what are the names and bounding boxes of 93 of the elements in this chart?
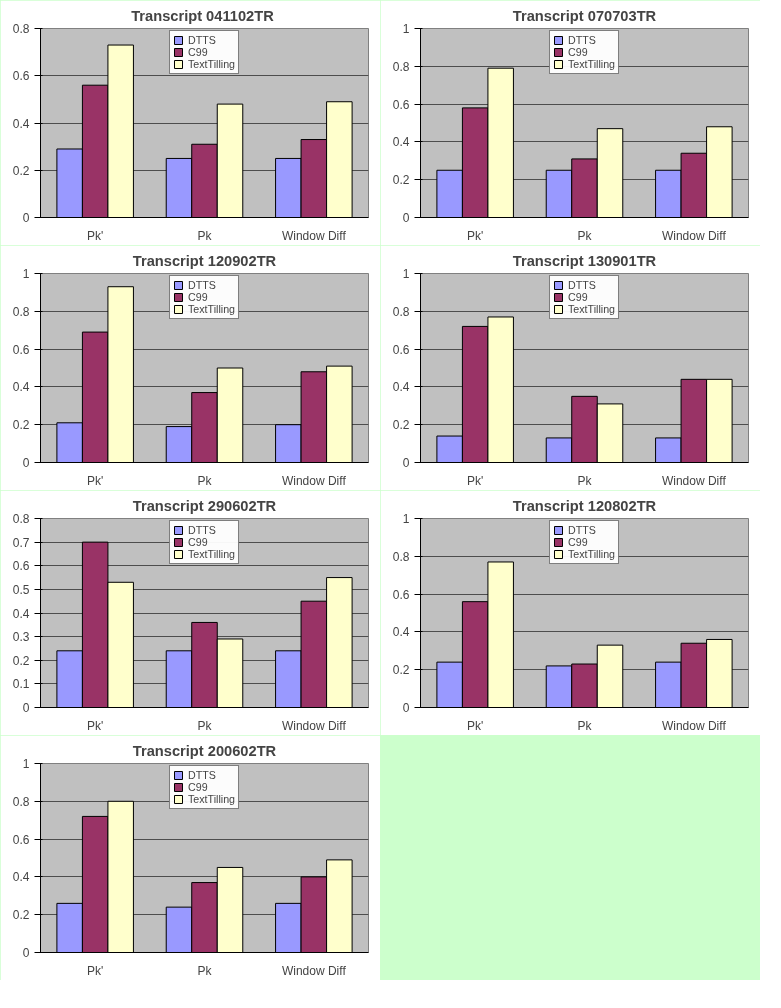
y-tick-label: 0.8 (12, 304, 30, 319)
x-tick-label: Pk (577, 228, 593, 243)
y-tick-label: 0 (402, 211, 410, 225)
y-tick-label: 0.6 (12, 832, 30, 847)
y-tick-label: 0 (22, 211, 30, 225)
y-tick-label: 0.2 (12, 418, 30, 433)
legend-label: DTTS (188, 524, 216, 536)
legend-label: TextTilling (568, 303, 615, 315)
y-tick-label: 0.2 (12, 653, 30, 668)
y-tick-label: 1 (402, 22, 410, 36)
x-tick-label: Pk' (87, 473, 104, 488)
legend-label: DTTS (188, 34, 216, 46)
x-tick-label: Window Diff (281, 718, 347, 733)
y-tick-label: 0.7 (12, 535, 30, 550)
legend-label: TextTilling (568, 58, 615, 70)
y-tick-label: 0.4 (12, 606, 30, 621)
legend-label: TextTilling (188, 548, 235, 560)
y-tick-label: 0 (22, 456, 30, 470)
y-tick-label: 0.2 (12, 908, 30, 923)
y-tick-label: 0.8 (12, 794, 30, 809)
x-tick-label: Pk' (87, 718, 104, 733)
x-tick-label: Window Diff (281, 473, 347, 488)
chart-title: Transcript 200602TR (132, 742, 277, 759)
x-tick-label: Pk' (467, 473, 484, 488)
x-tick-label: Window Diff (281, 963, 347, 978)
legend-label: DTTS (188, 769, 216, 781)
y-tick-label: 0.6 (12, 342, 30, 357)
y-tick-label: 0.1 (12, 677, 30, 692)
y-tick-label: 0.6 (12, 559, 30, 574)
x-tick-label: Window Diff (661, 473, 727, 488)
y-tick-label: 0.6 (12, 69, 30, 84)
legend-label: C99 (188, 781, 209, 793)
x-tick-label: Pk' (87, 963, 104, 978)
legend-label: C99 (188, 536, 209, 548)
x-tick-label: Pk (197, 718, 213, 733)
legend-label: C99 (568, 536, 589, 548)
legend-label: DTTS (568, 279, 596, 291)
x-tick-label: Pk (197, 228, 213, 243)
x-tick-label: Pk (197, 473, 213, 488)
y-tick-label: 0.8 (12, 512, 30, 526)
y-tick-label: 1 (402, 512, 410, 526)
y-tick-label: 0.8 (12, 22, 30, 36)
y-tick-label: 0.8 (392, 304, 410, 319)
y-tick-label: 0.4 (392, 135, 410, 150)
chart-title: Transcript 120902TR (132, 252, 277, 269)
legend-label: DTTS (568, 34, 596, 46)
legend-label: TextTilling (568, 548, 615, 560)
y-tick-label: 1 (402, 267, 410, 281)
x-tick-label: Pk' (87, 228, 104, 243)
y-tick-label: 0.4 (12, 380, 30, 395)
legend-label: DTTS (568, 524, 596, 536)
y-tick-label: 0.5 (12, 582, 30, 597)
y-tick-label: 0.2 (392, 173, 410, 188)
y-tick-label: 0.8 (392, 59, 410, 74)
x-tick-label: Pk (577, 718, 593, 733)
y-tick-label: 0.4 (392, 380, 410, 395)
y-tick-label: 0.2 (392, 418, 410, 433)
chart-title: Transcript 041102TR (131, 7, 275, 24)
x-tick-label: Pk' (467, 228, 484, 243)
y-tick-label: 0.2 (392, 663, 410, 678)
y-tick-label: 0 (22, 946, 30, 960)
x-tick-label: Window Diff (661, 228, 727, 243)
chart-title: Transcript 290602TR (132, 497, 277, 514)
legend-label: TextTilling (188, 303, 235, 315)
y-tick-label: 0 (402, 701, 410, 715)
y-tick-label: 1 (22, 267, 30, 281)
y-tick-label: 0.4 (12, 116, 30, 131)
chart-title: Transcript 120802TR (512, 497, 657, 514)
y-tick-label: 0 (402, 456, 410, 470)
y-tick-label: 0.6 (392, 342, 410, 357)
legend-label: C99 (568, 46, 589, 58)
y-tick-label: 0.6 (392, 97, 410, 112)
legend-label: TextTilling (188, 793, 235, 805)
x-tick-label: Pk (577, 473, 593, 488)
y-tick-label: 0.6 (392, 587, 410, 602)
x-tick-label: Pk' (467, 718, 484, 733)
legend-label: TextTilling (188, 58, 235, 70)
y-tick-label: 0.4 (12, 870, 30, 885)
chart-title: Transcript 070703TR (512, 7, 657, 24)
y-tick-label: 1 (22, 757, 30, 771)
legend-label: C99 (188, 46, 209, 58)
y-tick-label: 0.2 (12, 163, 30, 178)
legend-label: C99 (568, 291, 589, 303)
x-tick-label: Window Diff (661, 718, 727, 733)
y-tick-label: 0.8 (392, 549, 410, 564)
y-tick-label: 0.3 (12, 630, 30, 645)
y-tick-label: 0 (22, 701, 30, 715)
chart-title: Transcript 130901TR (512, 252, 657, 269)
legend-label: DTTS (188, 279, 216, 291)
x-tick-label: Pk (197, 963, 213, 978)
legend-label: C99 (188, 291, 209, 303)
y-tick-label: 0.4 (392, 625, 410, 640)
x-tick-label: Window Diff (281, 228, 347, 243)
